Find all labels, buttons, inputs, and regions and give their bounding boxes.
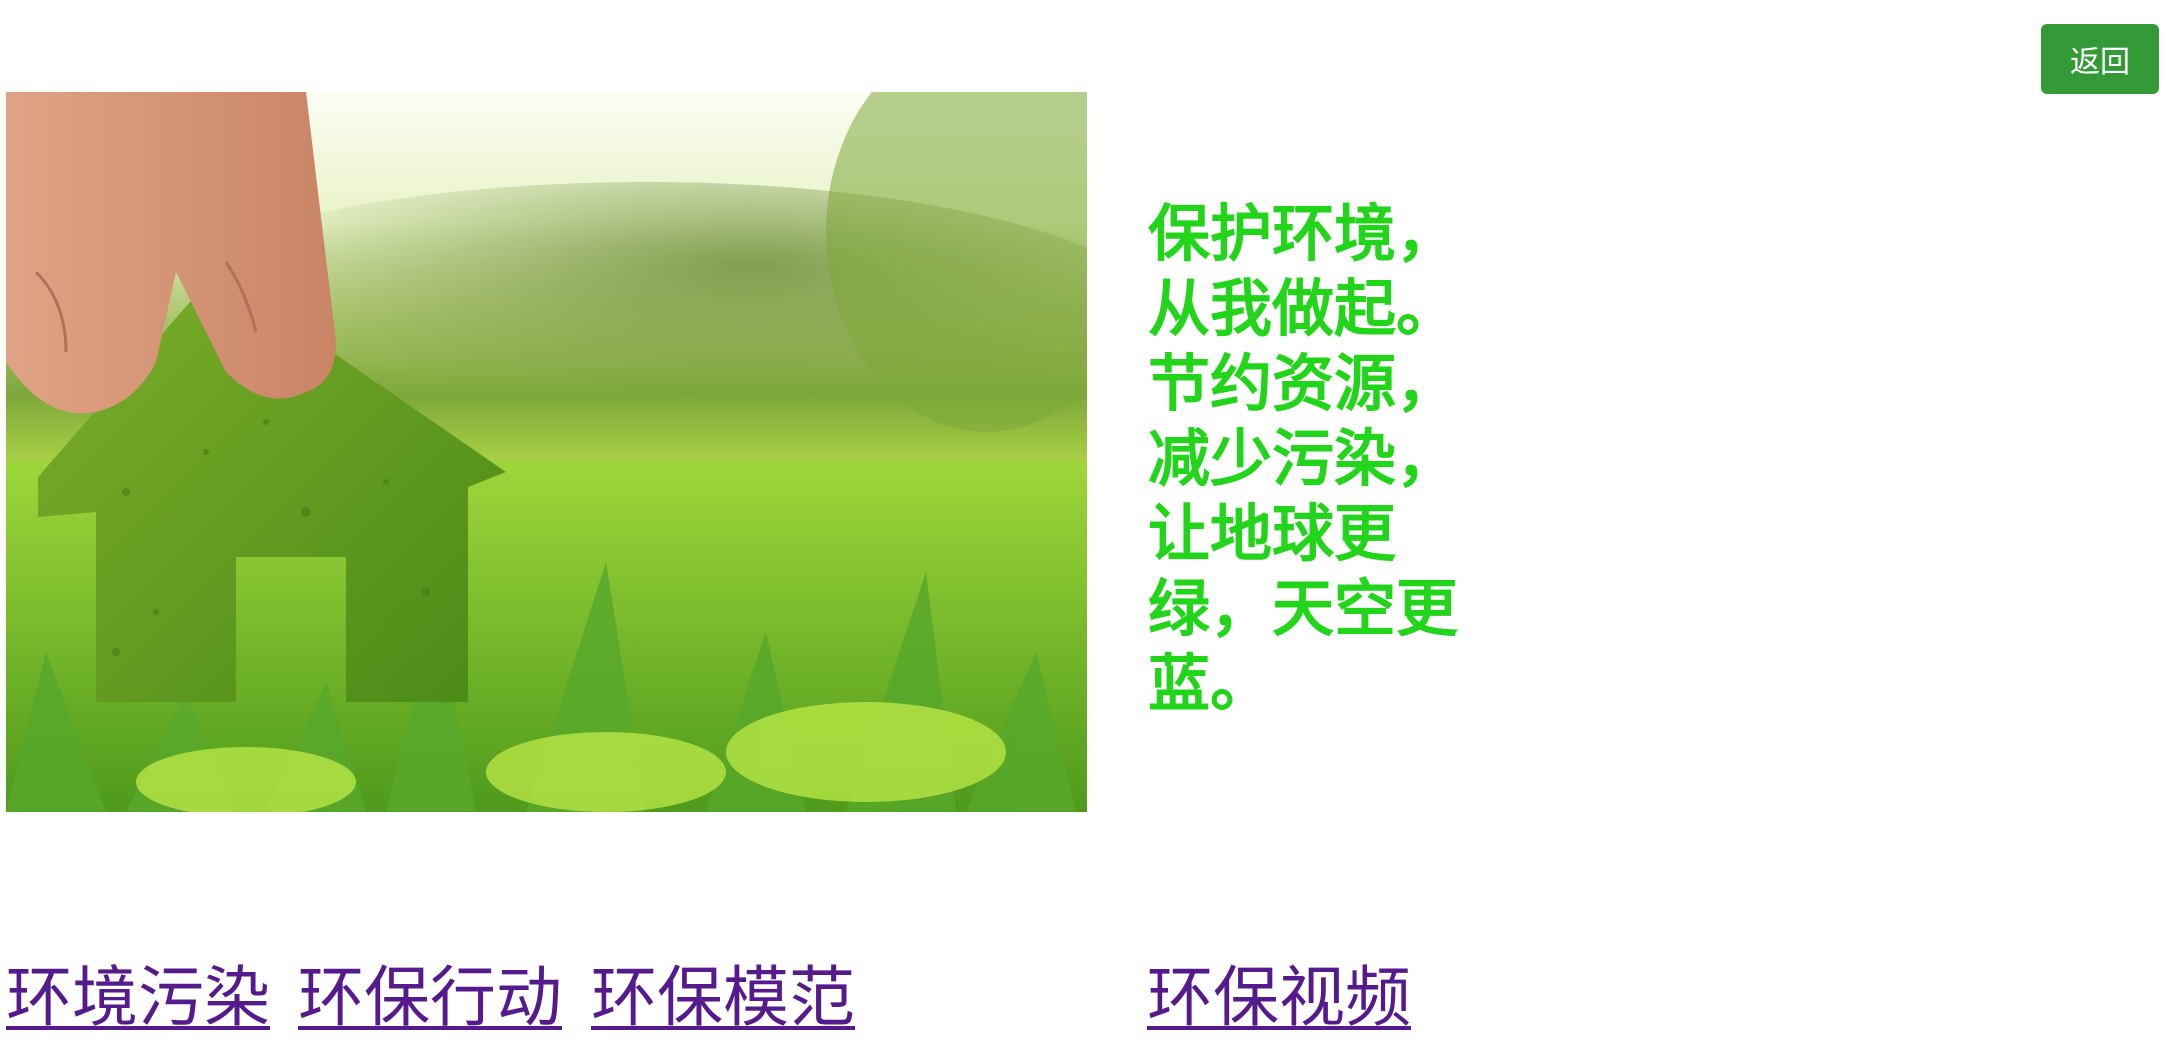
hero-illustration [6,92,1087,812]
back-button[interactable]: 返回 [2041,24,2159,94]
slogan-text: 保护环境，从我做起。节约资源，减少污染，让地球更绿，天空更蓝。 [1148,197,1459,720]
nav-link-videos[interactable]: 环保视频 [1147,959,1411,1036]
nav-link-pollution[interactable]: 环境污染 [6,959,270,1036]
hero-image [6,92,1087,812]
nav-link-action[interactable]: 环保行动 [298,959,562,1036]
nav-link-models[interactable]: 环保模范 [591,959,855,1036]
